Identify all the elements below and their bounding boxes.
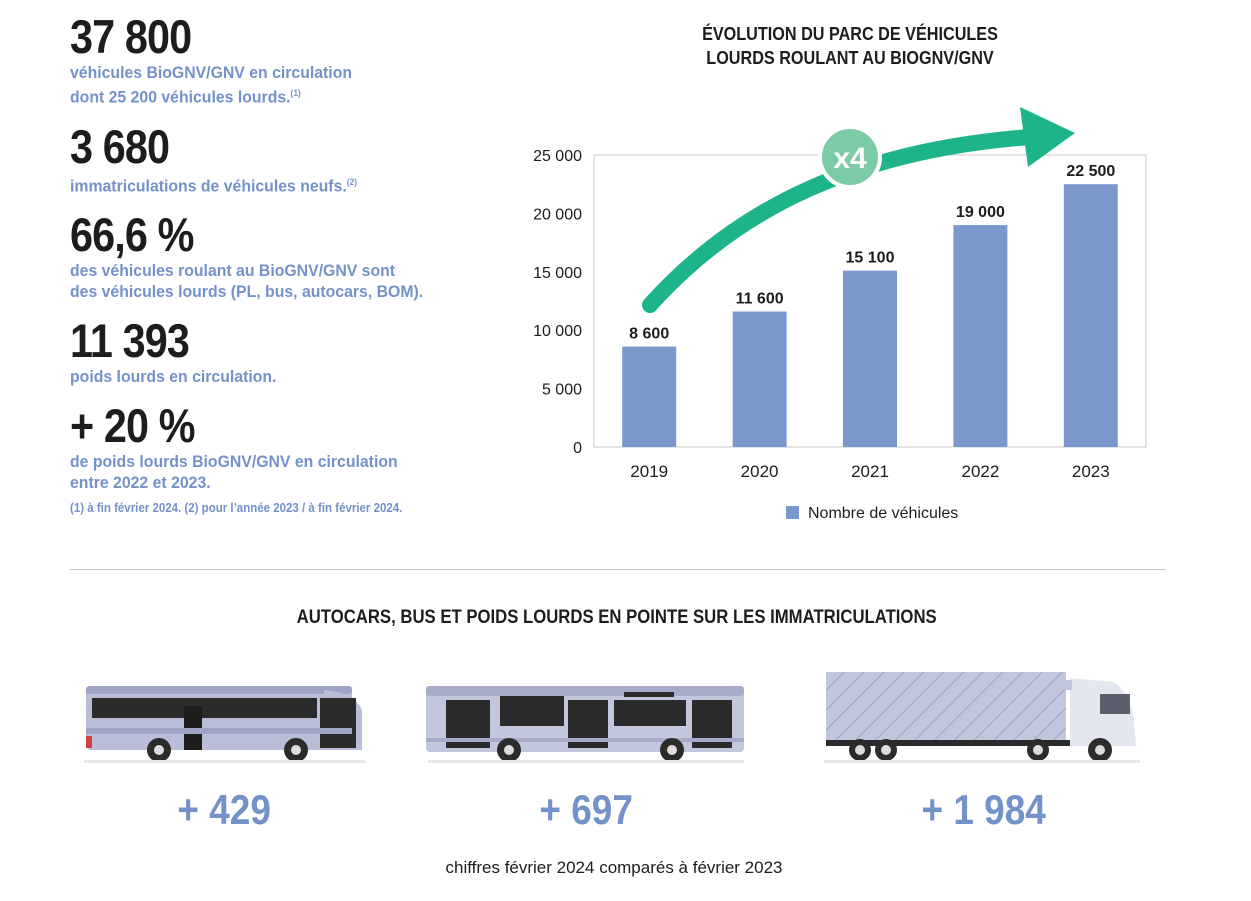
x-tick-label: 2020 (741, 462, 779, 481)
y-tick-label: 5 000 (542, 382, 582, 399)
bar-2020 (732, 311, 787, 447)
legend-swatch (786, 506, 799, 519)
x-tick-label: 2019 (630, 462, 668, 481)
y-tick-label: 25 000 (533, 148, 582, 165)
bus-count: + 697 (539, 786, 633, 833)
y-tick-label: 0 (573, 440, 582, 457)
data-label-2020: 11 600 (736, 291, 784, 308)
stat-desc: de poids lourds BioGNV/GNV en circulatio… (70, 452, 398, 472)
stat-value: 3 680 (70, 119, 170, 173)
section-title: AUTOCARS, BUS ET POIDS LOURDS EN POINTE … (296, 607, 938, 628)
coach-count: + 429 (177, 786, 271, 833)
bar-2021 (843, 270, 897, 447)
growth-arrow-line (642, 129, 1038, 313)
stat-desc: des véhicules lourds (PL, bus, autocars,… (70, 282, 424, 302)
stat-trucks: 11 393 poids lourds en circulation. (70, 316, 510, 387)
stat-value: + 20 % (70, 399, 196, 453)
stat-desc: dont 25 200 véhicules lourds.(1) (70, 87, 301, 107)
stat-growth: + 20 % de poids lourds BioGNV/GNV en cir… (70, 401, 510, 493)
truck-icon (824, 672, 1140, 763)
stat-value: 37 800 (70, 10, 192, 63)
bar-2023 (1063, 184, 1118, 447)
coach-bus-icon (84, 686, 366, 763)
stat-total-vehicles: 37 800 véhicules BioGNV/GNV en circulati… (70, 12, 510, 108)
growth-arrow: x4 (642, 107, 1075, 313)
stat-desc: poids lourds en circulation. (70, 367, 277, 387)
growth-arrow-head (1020, 107, 1075, 167)
footnote: (1) à fin février 2024. (2) pour l’année… (70, 501, 403, 516)
stat-desc: entre 2022 et 2023. (70, 473, 211, 493)
y-tick-label: 10 000 (533, 323, 582, 340)
city-bus-icon (426, 686, 744, 763)
stat-value: 11 393 (70, 314, 190, 368)
legend: Nombre de véhicules (786, 505, 958, 522)
stat-value: 66,6 % (70, 208, 194, 262)
stat-desc: des véhicules roulant au BioGNV/GNV sont (70, 261, 396, 281)
stat-desc: véhicules BioGNV/GNV en circulation (70, 63, 353, 82)
chart-title: ÉVOLUTION DU PARC DE VÉHICULES LOURDS RO… (702, 24, 998, 68)
stat-registrations: 3 680 immatriculations de véhicules neuf… (70, 119, 510, 197)
x-tick-label: 2021 (851, 462, 889, 481)
x-tick-label: 2023 (1072, 462, 1110, 481)
data-label-2021: 15 100 (846, 250, 895, 267)
x-tick-label: 2022 (961, 462, 999, 481)
bar-2019 (622, 346, 677, 447)
growth-badge (818, 125, 882, 189)
stat-heavy-share: 66,6 % des véhicules roulant au BioGNV/G… (70, 210, 510, 302)
stat-desc: immatriculations de véhicules neufs.(2) (70, 176, 357, 196)
data-label-2023: 22 500 (1066, 163, 1115, 180)
bar-2022 (953, 225, 1008, 447)
growth-badge-label: x4 (833, 142, 867, 175)
x-axis: 2019 2020 2021 2022 2023 (630, 462, 1109, 481)
y-tick-label: 20 000 (533, 206, 582, 223)
data-label-2019: 8 600 (629, 326, 669, 343)
truck-count: + 1 984 (921, 786, 1047, 833)
bars: 8 600 11 600 15 100 19 000 22 500 (622, 163, 1118, 447)
caption: chiffres février 2024 comparés à février… (445, 858, 783, 877)
divider (70, 569, 1166, 570)
key-figures: 37 800 véhicules BioGNV/GNV en circulati… (70, 12, 510, 516)
legend-label: Nombre de véhicules (808, 505, 958, 522)
data-label-2022: 19 000 (956, 204, 1005, 221)
y-tick-label: 15 000 (533, 265, 582, 282)
bar-chart: 0 5 000 10 000 15 000 20 000 25 000 8 600 11 6… (533, 107, 1147, 522)
y-axis: 0 5 000 10 000 15 000 20 000 25 000 (533, 148, 582, 457)
